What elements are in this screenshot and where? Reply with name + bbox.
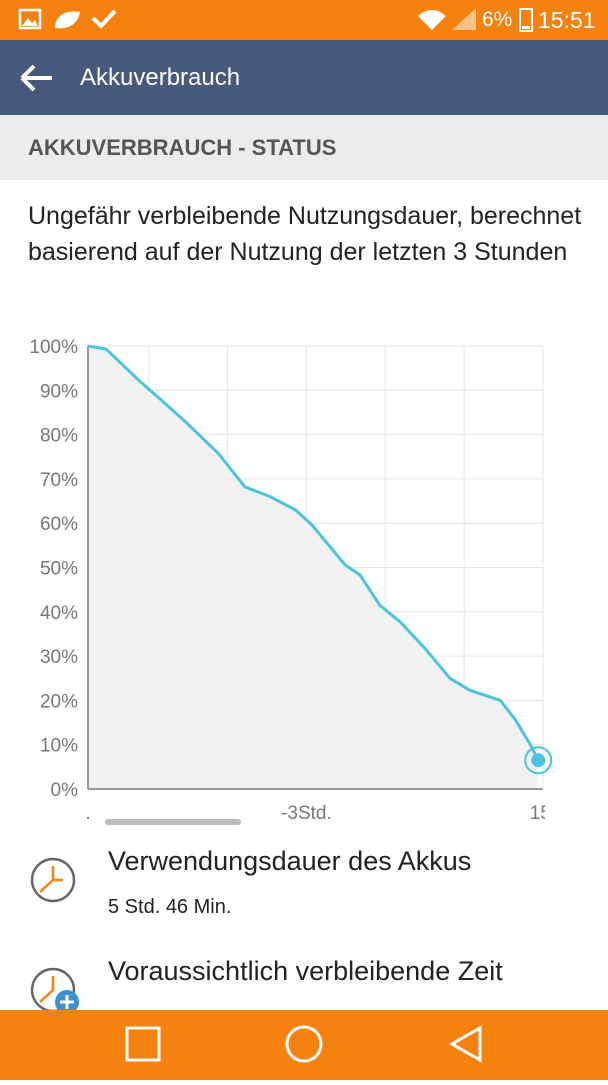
back-nav-button[interactable] — [448, 1025, 482, 1063]
nav-buttons — [125, 1025, 482, 1063]
scrollbar — [105, 819, 241, 825]
nav-bar — [0, 1010, 608, 1080]
clock: 15:51 — [538, 7, 596, 33]
clock-plus-icon — [30, 967, 79, 1010]
status-bar: 6% 15:51 — [0, 0, 608, 40]
y-tick-label: 100% — [29, 337, 78, 358]
y-tick-label: 60% — [40, 514, 78, 535]
y-tick-label: 20% — [40, 691, 78, 712]
section-header: AKKUVERBRAUCH - STATUS — [0, 115, 608, 180]
clock-icon — [30, 857, 76, 903]
end-marker — [524, 746, 553, 775]
app-bar: Akkuverbrauch — [0, 40, 608, 115]
section-title: AKKUVERBRAUCH - STATUS — [28, 135, 337, 160]
end-dot — [531, 753, 546, 768]
area — [88, 346, 539, 789]
y-tick-label: 0% — [51, 780, 79, 801]
x-tick-label: . — [85, 803, 90, 824]
y-tick-label: 10% — [40, 736, 78, 757]
y-tick-label: 50% — [40, 559, 78, 580]
line — [87, 344, 540, 761]
x-tick-label: 15: — [530, 803, 556, 824]
description: Ungefähr verbleibende Nutzungsdauer, ber… — [28, 202, 582, 266]
x-tick-label: -3Std. — [281, 803, 332, 824]
item-title[interactable]: Verwendungsdauer des Akkus — [108, 846, 472, 876]
y-tick-label: 70% — [40, 470, 78, 491]
y-tick-label: 30% — [40, 647, 78, 668]
y-tick-label: 40% — [40, 603, 78, 624]
recents-button[interactable] — [125, 1026, 161, 1062]
y-tick-label: 80% — [40, 426, 78, 447]
item-subtitle: 5 Std. 46 Min. — [108, 896, 232, 918]
item-title[interactable]: Voraussichtlich verbleibende Zeit — [108, 956, 503, 986]
app-title: Akkuverbrauch — [80, 64, 241, 91]
home-button[interactable] — [285, 1025, 323, 1063]
battery-percent: 6% — [482, 8, 513, 31]
status-icons — [18, 8, 533, 32]
y-tick-label: 90% — [40, 381, 78, 402]
back-button[interactable] — [18, 62, 54, 94]
chart: 0% 10% 20% 30% 40% 50% 60% 70% 80% 90% 100%. -3Std.… — [29, 337, 556, 825]
